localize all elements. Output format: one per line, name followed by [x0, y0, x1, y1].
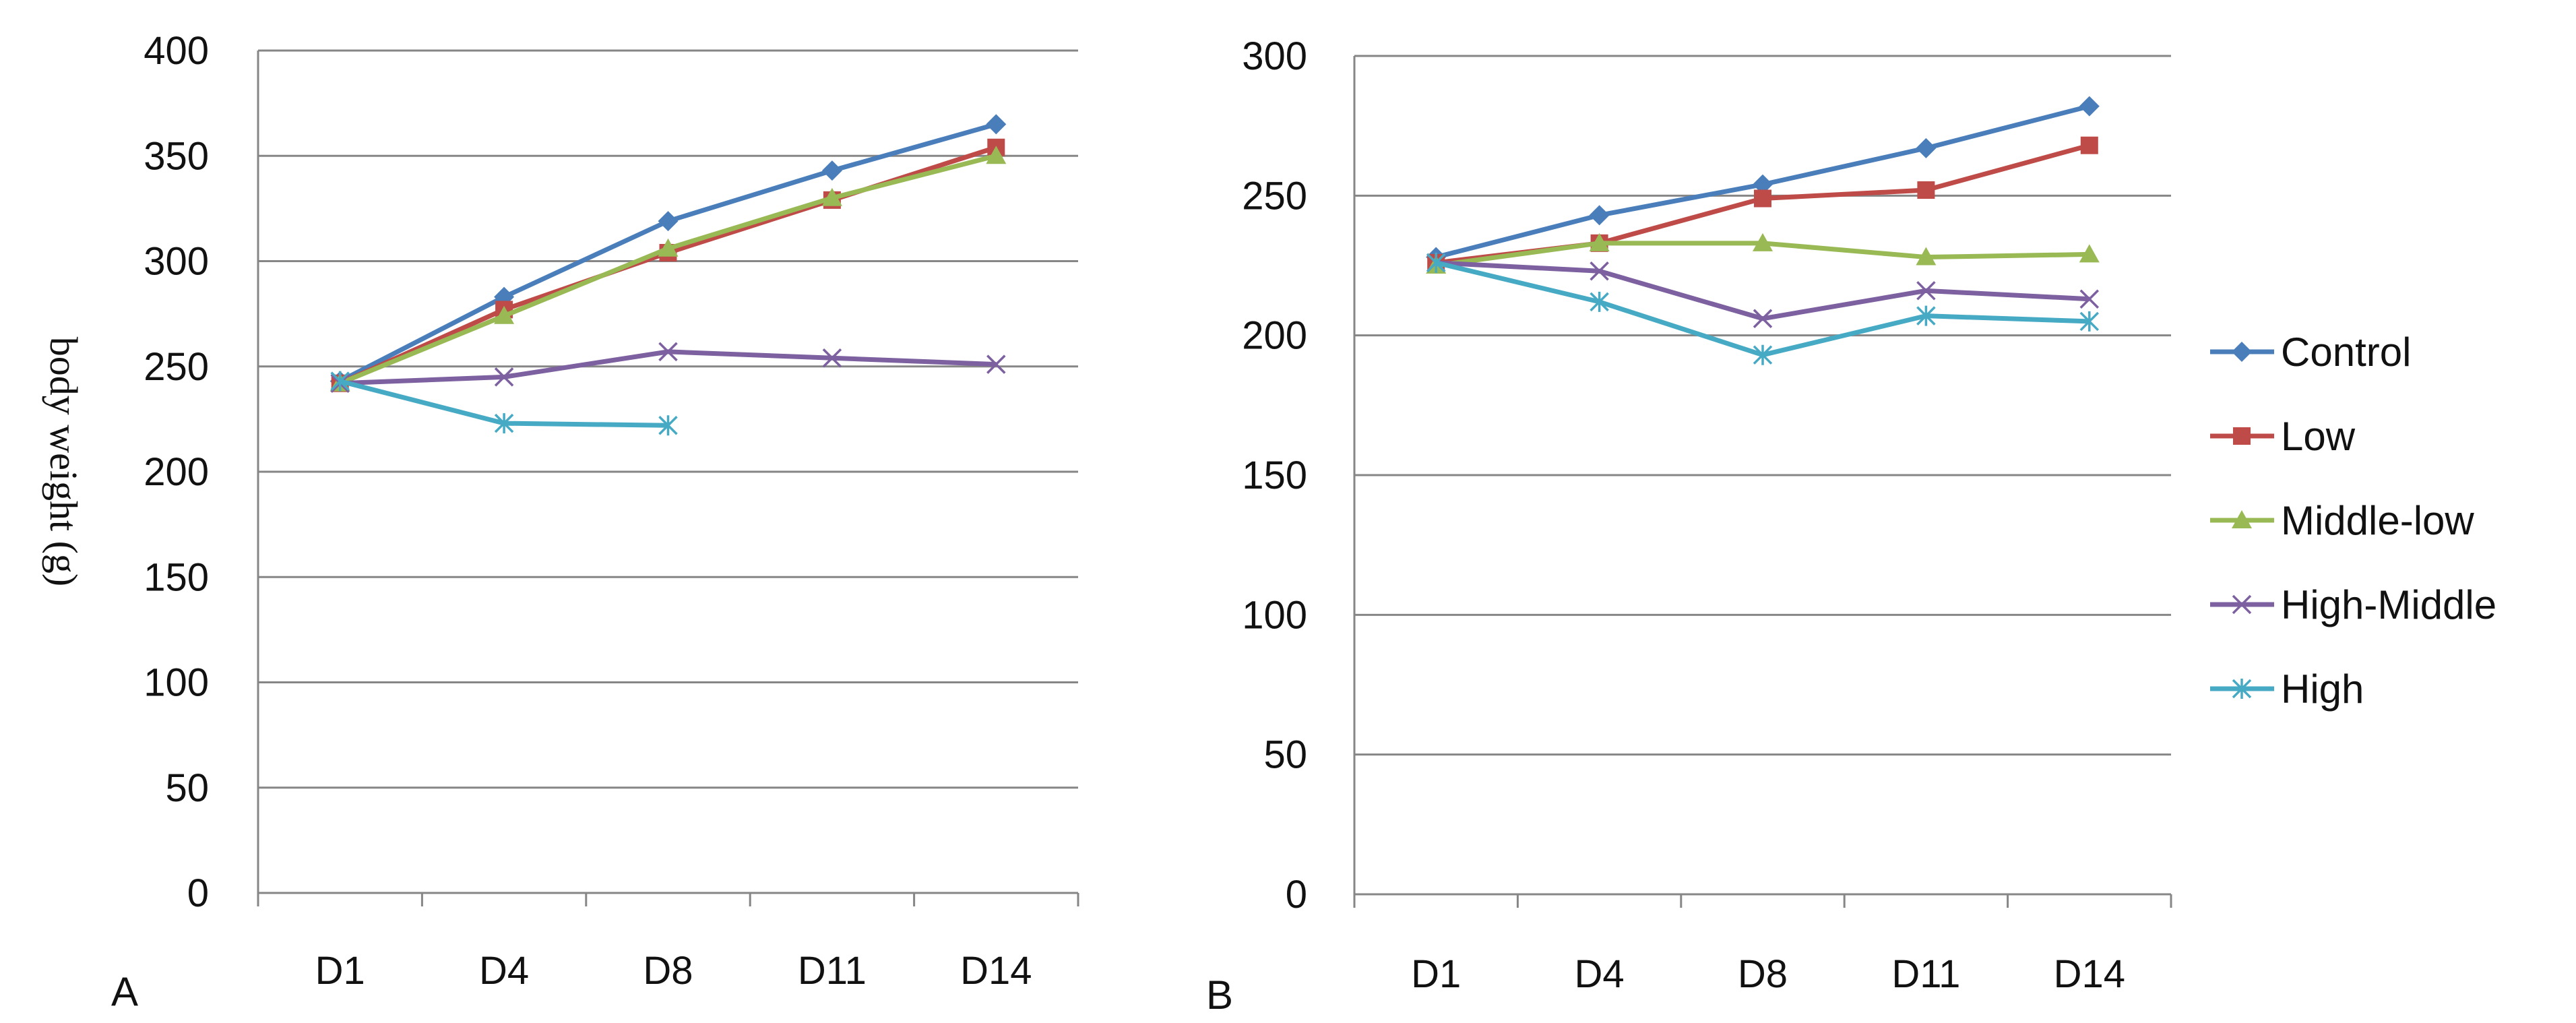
data-point-middle-low	[658, 238, 679, 257]
x-tick-label: D8	[643, 949, 693, 993]
grid-lines-b	[1354, 55, 2171, 756]
chart-panel-a: 0 50 100 150 200 250 300 350 400 D1 D4 D8 D11 D14 bod…	[42, 29, 1079, 1014]
y-axis-label-a: body weight (g)	[42, 337, 86, 587]
legend-label: Middle-low	[2281, 498, 2474, 543]
series-control	[1426, 96, 2100, 268]
data-point-high-middle	[822, 348, 842, 368]
y-tick-label: 300	[144, 240, 209, 284]
x-tick-label: D11	[1891, 952, 1960, 996]
series-a	[329, 114, 1007, 436]
y-tick-label: 400	[144, 29, 209, 73]
tick-labels-a: 0 50 100 150 200 250 300 350 400 D1 D4 D8 D11 D14	[144, 29, 1032, 993]
data-point-control	[1916, 137, 1937, 158]
series-line-high-middle	[1436, 260, 2090, 321]
data-point-control	[2079, 96, 2100, 117]
data-point-control	[658, 211, 679, 232]
legend-item-high: High	[2210, 666, 2364, 712]
series-line-high	[1435, 260, 2090, 358]
data-point-high-middle	[1753, 309, 1773, 329]
legend-item-high-middle: High-Middle	[2210, 582, 2496, 627]
data-point-control	[986, 114, 1007, 135]
axes-b	[1353, 56, 2172, 908]
data-point-high-middle	[494, 367, 514, 387]
data-point-high-middle	[986, 354, 1006, 374]
data-point-low	[2080, 136, 2098, 154]
y-tick-label: 250	[1242, 174, 1307, 218]
data-point-high-middle	[2079, 289, 2100, 309]
data-point-middle-low	[821, 187, 842, 206]
y-tick-label: 50	[1263, 733, 1307, 777]
series-b	[1426, 96, 2100, 365]
legend-label: High	[2281, 666, 2364, 712]
y-tick-label: 200	[144, 450, 209, 494]
legend-swatch-marker	[2232, 342, 2252, 362]
legend-swatch-marker	[2232, 510, 2252, 528]
legend-label: Low	[2281, 414, 2356, 459]
x-tick-label: D14	[2054, 952, 2125, 996]
data-point-high-middle	[1590, 261, 1609, 281]
legend-item-middle-low: Middle-low	[2210, 498, 2474, 543]
x-tick-label: D11	[798, 949, 867, 993]
data-point-low	[1917, 181, 1935, 199]
data-point-high	[1753, 344, 1773, 365]
legend-label: High-Middle	[2281, 582, 2496, 627]
data-point-high	[1916, 305, 1936, 326]
y-tick-label: 300	[1242, 34, 1307, 78]
y-tick-label: 150	[1242, 454, 1307, 497]
y-tick-label: 200	[1242, 314, 1307, 358]
data-point-middle-low	[1753, 232, 1773, 251]
legend-swatch-marker	[2232, 594, 2252, 615]
data-point-control	[1753, 174, 1773, 195]
axes-a	[257, 51, 1079, 906]
data-point-high	[658, 415, 678, 436]
data-point-middle-low	[986, 146, 1007, 164]
data-point-high-middle	[658, 342, 678, 362]
data-point-low	[1754, 189, 1771, 208]
series-high-middle	[330, 342, 1006, 393]
y-tick-label: 100	[144, 661, 209, 705]
series-middle-low	[329, 146, 1007, 392]
data-point-control	[821, 160, 842, 181]
x-tick-label: D1	[1411, 952, 1461, 996]
y-tick-label: 0	[187, 871, 209, 915]
y-tick-label: 100	[1242, 593, 1307, 637]
y-tick-label: 250	[144, 345, 209, 389]
y-tick-label: 150	[144, 555, 209, 599]
panel-label-b: B	[1206, 972, 1233, 1018]
legend-label: Control	[2281, 330, 2411, 375]
data-point-high	[1590, 291, 1609, 312]
data-point-high-middle	[1916, 281, 1936, 301]
data-point-middle-low	[2079, 244, 2100, 263]
legend-item-control: Control	[2210, 330, 2411, 375]
legend-swatch-marker	[2233, 427, 2251, 445]
tick-labels-b: 0 50 100 150 200 250 300 D1 D4 D8 D11 D14	[1242, 34, 2125, 996]
series-high	[1426, 252, 2100, 365]
chart-panel-b: 0 50 100 150 200 250 300 D1 D4 D8 D11 D14 B	[1206, 34, 2172, 1018]
legend-swatch-marker	[2232, 679, 2252, 699]
y-tick-label: 350	[144, 134, 209, 178]
series-line-middle-low	[339, 153, 997, 385]
panel-label-a: A	[111, 969, 138, 1014]
x-tick-label: D1	[315, 949, 365, 993]
series-high-middle	[1426, 253, 2100, 329]
data-point-high	[494, 413, 514, 434]
x-tick-label: D8	[1738, 952, 1788, 996]
data-point-control	[1589, 205, 1610, 226]
y-tick-label: 0	[1286, 873, 1307, 917]
x-tick-label: D14	[960, 949, 1032, 993]
data-point-high	[1426, 252, 1446, 273]
data-point-middle-low	[1916, 247, 1937, 266]
series-high	[330, 371, 678, 436]
y-tick-label: 50	[165, 766, 209, 810]
data-point-high	[330, 371, 350, 392]
series-line-high-middle	[340, 349, 997, 386]
x-tick-label: D4	[479, 949, 529, 993]
data-point-middle-low	[1589, 232, 1610, 251]
data-point-middle-low	[494, 305, 515, 324]
data-point-high	[2079, 311, 2100, 332]
legend-item-low: Low	[2210, 414, 2356, 459]
legend: Control Low Middle-low High-Middle High	[2210, 330, 2496, 712]
x-tick-label: D4	[1575, 952, 1625, 996]
